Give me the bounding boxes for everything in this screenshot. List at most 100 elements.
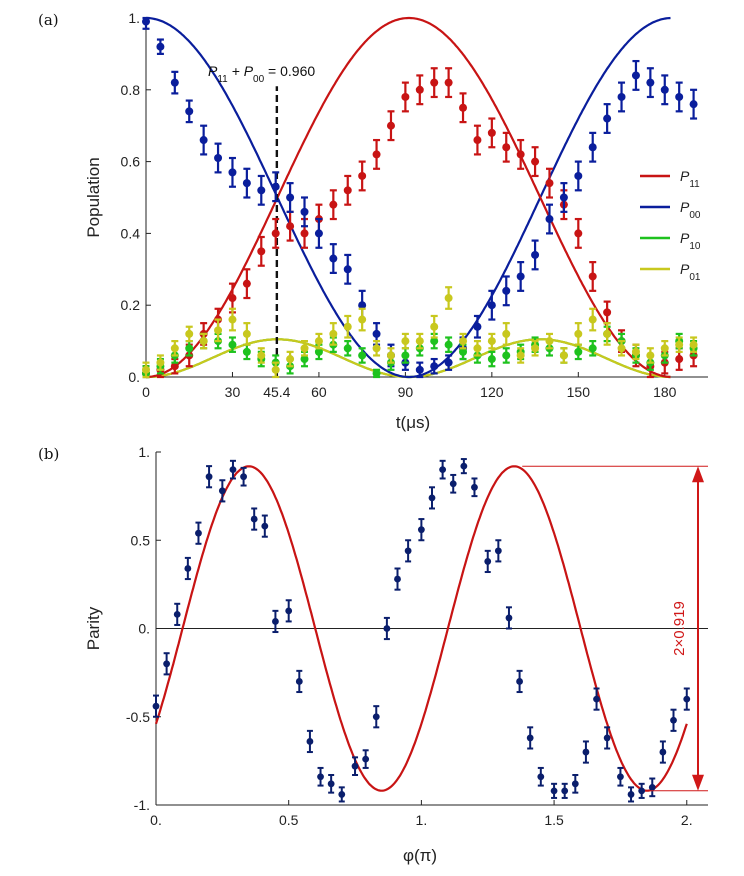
data-point [659, 748, 667, 756]
data-point [228, 294, 237, 303]
x-tick-label-a: 120 [480, 384, 504, 400]
data-point [603, 734, 611, 742]
data-point [675, 355, 684, 364]
data-point [286, 222, 295, 231]
data-point [272, 618, 279, 625]
data-point [343, 186, 352, 195]
data-point [593, 695, 600, 703]
data-point [156, 358, 165, 367]
data-point [444, 78, 453, 87]
series-p01 [142, 286, 698, 379]
data-point [300, 344, 309, 353]
data-point [185, 344, 194, 353]
data-point [199, 337, 208, 346]
data-point [638, 787, 646, 795]
data-point [444, 358, 453, 367]
x-tick-label-b: 2. [681, 812, 693, 828]
x-tick-label-b: 0. [150, 812, 162, 828]
data-point [415, 85, 424, 94]
data-point [487, 301, 496, 310]
data-point [358, 315, 367, 324]
annotation-subscript: 11 [217, 74, 228, 85]
data-point [329, 254, 338, 263]
data-point [574, 329, 583, 338]
data-point [329, 329, 338, 338]
data-point [338, 791, 346, 798]
data-point [487, 128, 496, 137]
data-point [428, 494, 436, 502]
legend-label-sub: 01 [689, 272, 701, 283]
fit-curve-p00 [146, 16, 671, 379]
data-point [386, 351, 395, 360]
legend-label-sub: 10 [689, 241, 701, 252]
data-point [588, 315, 597, 324]
data-point [675, 92, 684, 101]
data-point [473, 322, 482, 331]
data-point [170, 344, 179, 353]
x-tick-label-a: 150 [567, 384, 591, 400]
legend-label-base: P [680, 261, 690, 277]
data-point [314, 347, 323, 356]
data-point [242, 279, 251, 288]
data-point [329, 200, 338, 209]
data-point [383, 625, 391, 632]
data-point [670, 716, 677, 724]
x-tick-label-b: 1.5 [544, 812, 564, 828]
y-tick-label-a: 1. [128, 10, 140, 26]
data-point [295, 678, 303, 685]
data-point [415, 365, 424, 374]
data-point [358, 171, 367, 180]
data-point [689, 100, 698, 109]
data-point [516, 351, 525, 360]
data-point [502, 351, 511, 360]
x-axis-label-b: φ(π) [403, 846, 437, 865]
data-point [561, 787, 569, 795]
data-point [195, 529, 202, 537]
annotation-text: P11 + P00 = 0.960 [208, 63, 315, 85]
y-tick-label-b: -0.5 [126, 709, 150, 725]
data-point [484, 558, 492, 565]
data-point [516, 150, 525, 159]
data-point [185, 107, 194, 116]
legend-label-sub: 00 [689, 210, 701, 221]
y-tick-label-b: 1. [138, 444, 150, 460]
data-point [271, 365, 280, 374]
amplitude-label: 2×0.919 [671, 601, 688, 656]
y-tick-label-a: 0. [128, 369, 140, 385]
data-point [617, 344, 626, 353]
series-p00 [142, 16, 698, 379]
legend-label: P01 [680, 261, 701, 283]
data-point [327, 780, 335, 788]
data-point [271, 182, 280, 191]
data-point [250, 515, 258, 523]
annotation-part: P [208, 63, 218, 79]
data-point [646, 351, 655, 360]
data-point [603, 308, 612, 317]
data-point [646, 78, 655, 87]
data-point [571, 780, 579, 788]
legend-label-sub: 11 [689, 179, 700, 190]
x-tick-label-a: 90 [398, 384, 414, 400]
data-point [545, 179, 554, 188]
data-point [300, 207, 309, 216]
data-point [588, 272, 597, 281]
data-point [660, 85, 669, 94]
data-point [372, 329, 381, 338]
data-point [516, 678, 523, 685]
data-point [471, 483, 478, 491]
data-point [156, 42, 165, 51]
data-point [502, 329, 511, 338]
data-point [372, 713, 380, 721]
y-tick-label-a: 0.4 [121, 225, 141, 241]
x-axis-label-a: t(μs) [396, 413, 430, 432]
data-point [460, 462, 468, 470]
data-point [404, 547, 412, 555]
data-point [505, 614, 513, 622]
data-point [401, 351, 410, 360]
data-point [351, 762, 359, 770]
data-point [526, 734, 534, 742]
data-point [617, 92, 626, 101]
data-point [631, 347, 640, 356]
data-point [152, 702, 160, 710]
